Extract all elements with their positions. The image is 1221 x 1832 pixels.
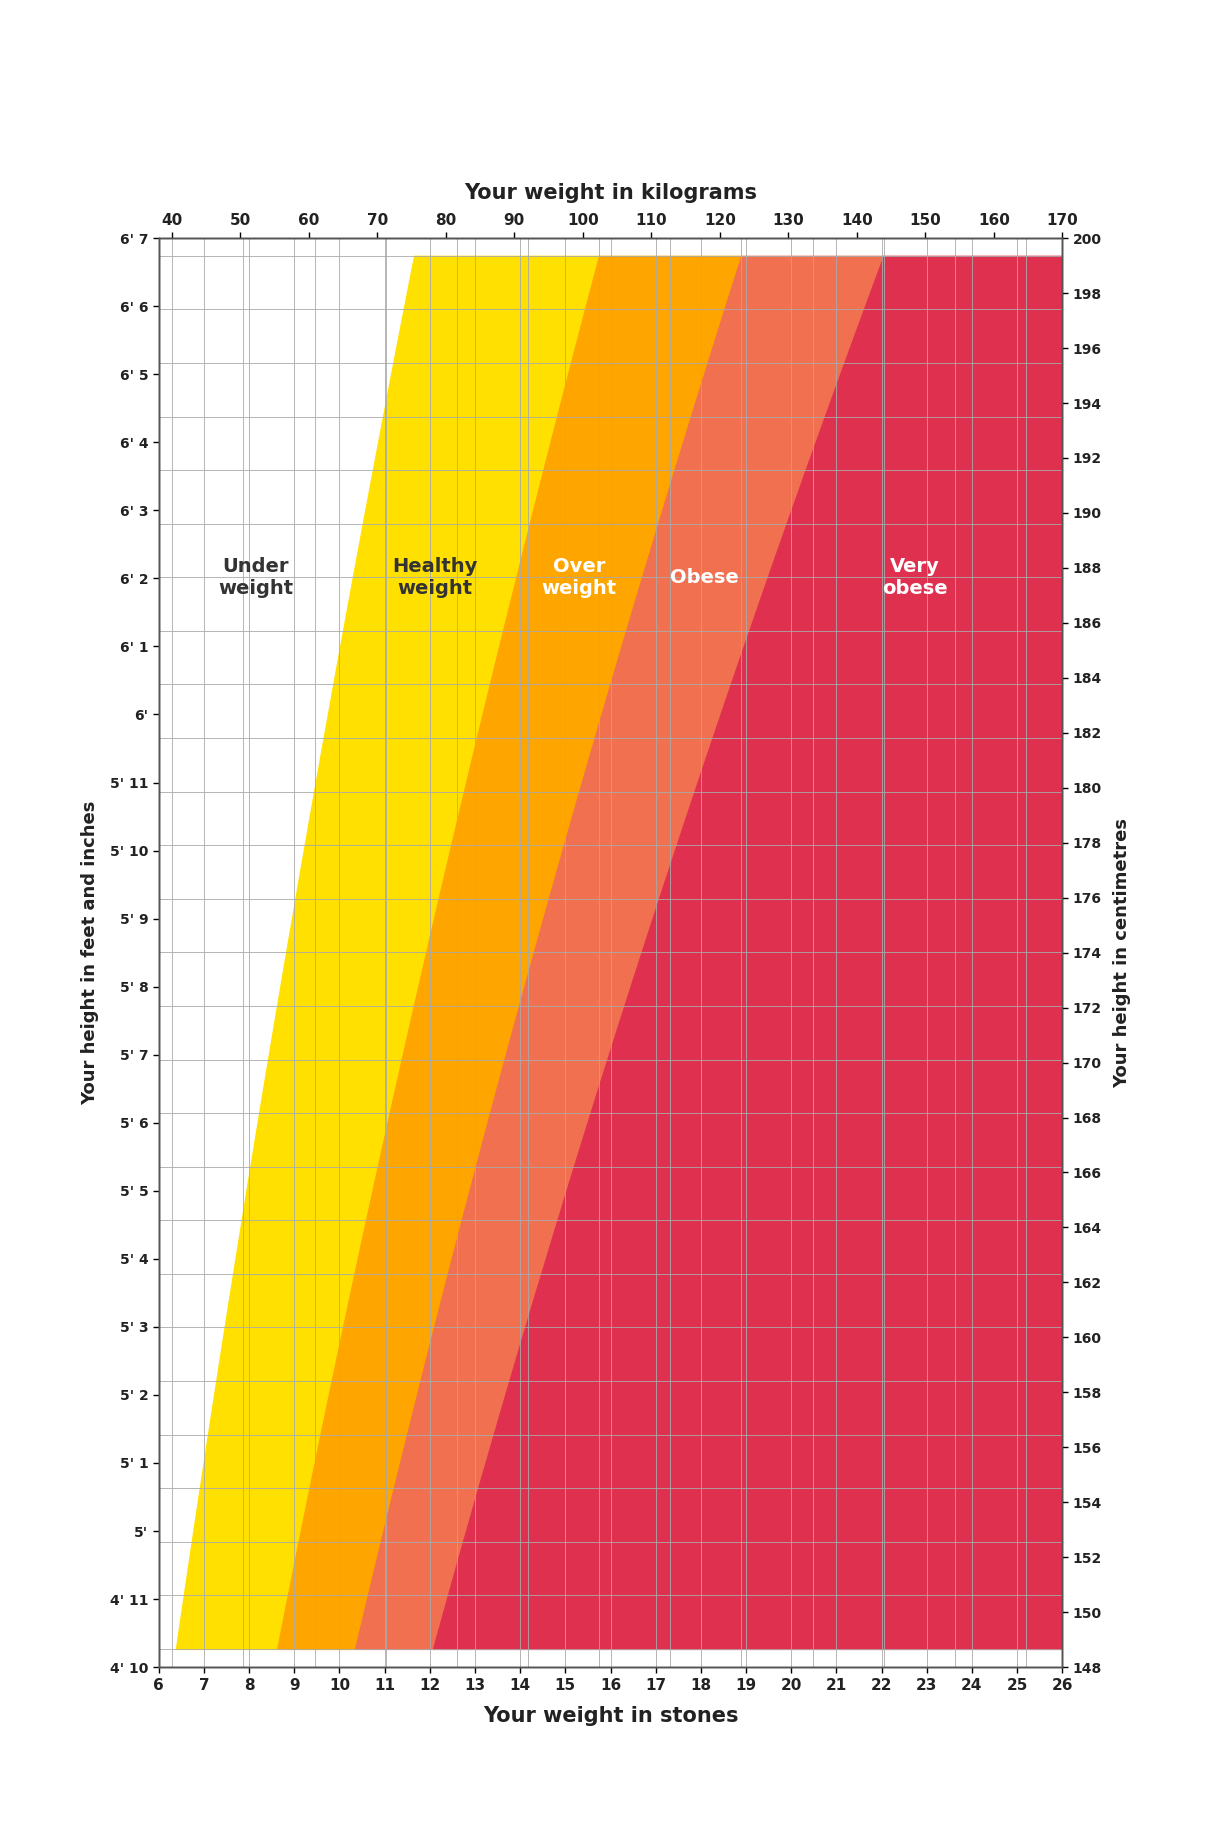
- Text: Obese: Obese: [670, 568, 739, 586]
- Y-axis label: Your height in centimetres: Your height in centimetres: [1114, 817, 1131, 1088]
- Text: Healthy
weight: Healthy weight: [392, 557, 477, 597]
- Text: Over
weight: Over weight: [542, 557, 617, 597]
- Text: Under
weight: Under weight: [219, 557, 293, 597]
- X-axis label: Your weight in kilograms: Your weight in kilograms: [464, 183, 757, 203]
- Text: Very
obese: Very obese: [883, 557, 947, 597]
- X-axis label: Your weight in stones: Your weight in stones: [482, 1706, 739, 1726]
- Y-axis label: Your height in feet and inches: Your height in feet and inches: [81, 801, 99, 1105]
